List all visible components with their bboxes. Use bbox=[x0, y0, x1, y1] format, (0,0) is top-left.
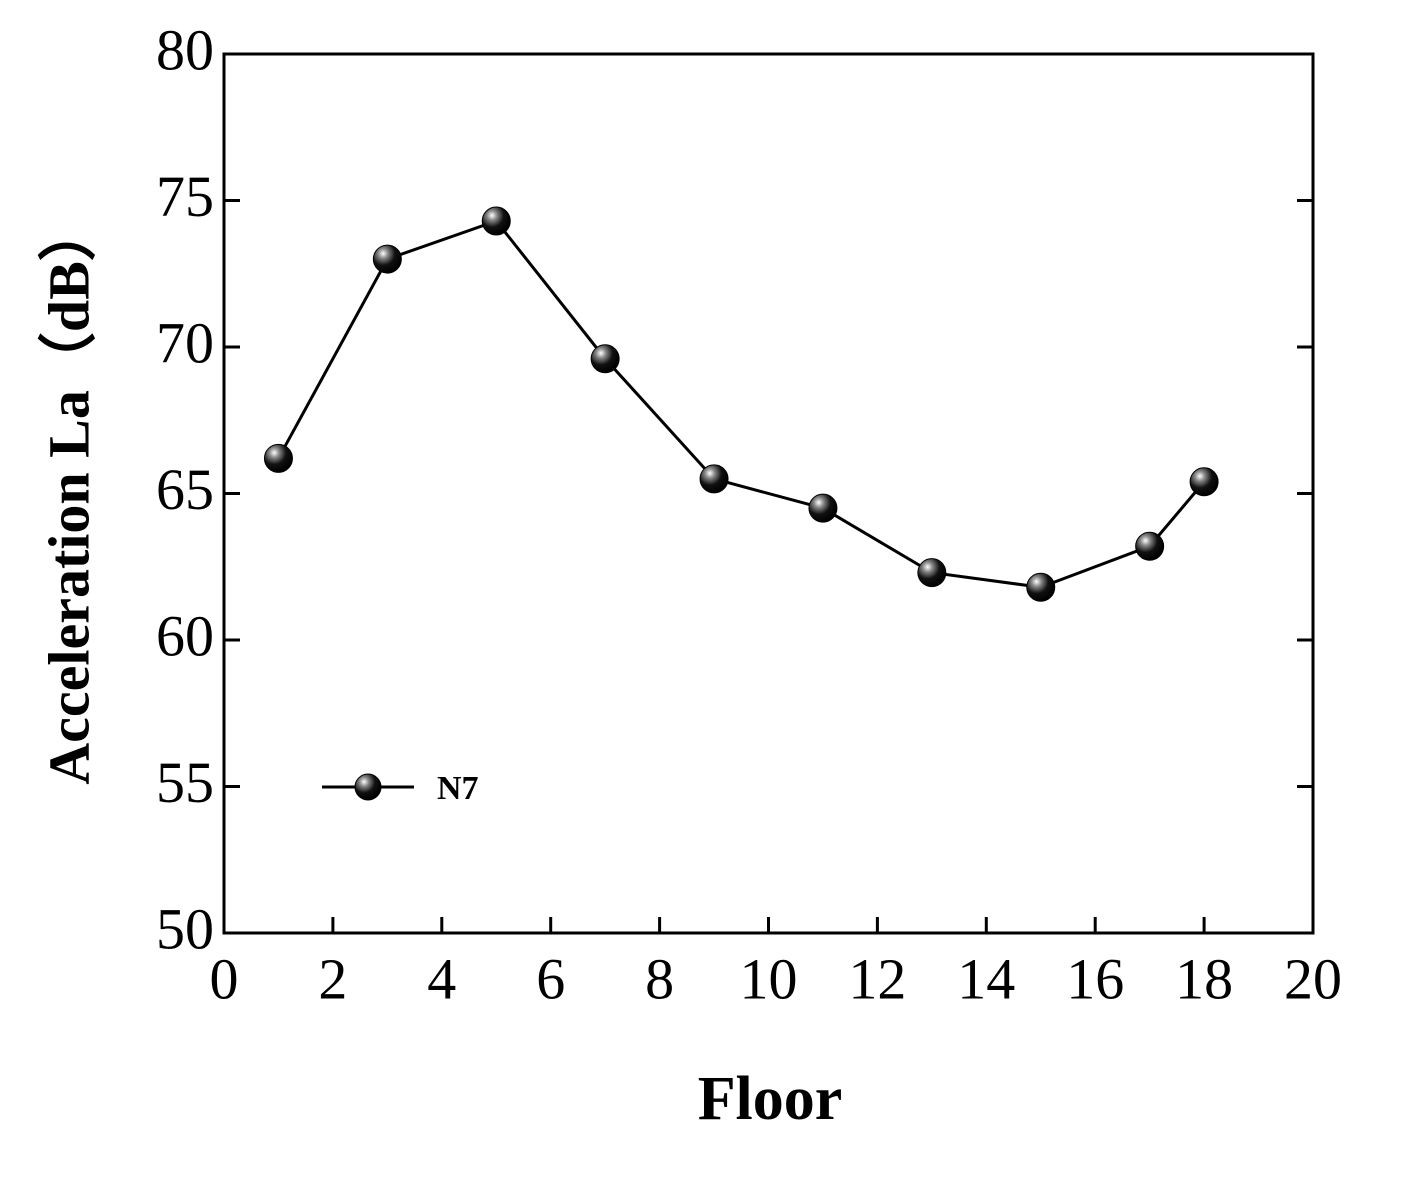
data-point bbox=[808, 493, 838, 523]
y-axis-label: Acceleration La（dB） bbox=[36, 203, 101, 785]
x-tick-label: 2 bbox=[318, 946, 347, 1011]
y-tick-label: 80 bbox=[156, 17, 214, 82]
y-tick-label: 70 bbox=[156, 310, 214, 375]
x-tick-label: 8 bbox=[645, 946, 674, 1011]
x-tick-label: 16 bbox=[1066, 946, 1124, 1011]
data-point bbox=[481, 206, 511, 236]
data-point bbox=[372, 244, 402, 274]
x-tick-label: 18 bbox=[1175, 946, 1233, 1011]
data-point bbox=[263, 443, 293, 473]
x-tick-label: 12 bbox=[848, 946, 906, 1011]
data-point bbox=[699, 464, 729, 494]
y-tick-label: 65 bbox=[156, 457, 214, 522]
data-point bbox=[590, 344, 620, 374]
data-line bbox=[277, 219, 1206, 589]
x-tick-label: 0 bbox=[210, 946, 239, 1011]
x-tick-label: 6 bbox=[536, 946, 565, 1011]
y-tick-label: 75 bbox=[156, 164, 214, 229]
x-tick-label: 14 bbox=[957, 946, 1015, 1011]
data-point bbox=[1026, 572, 1056, 602]
y-tick-label: 50 bbox=[156, 896, 214, 961]
x-axis-label: Floor bbox=[698, 1065, 843, 1133]
data-point bbox=[1135, 531, 1165, 561]
legend-marker bbox=[354, 773, 382, 801]
x-tick-label: 10 bbox=[740, 946, 798, 1011]
x-tick-label: 20 bbox=[1284, 946, 1342, 1011]
x-tick-label: 4 bbox=[427, 946, 456, 1011]
y-tick-label: 55 bbox=[156, 750, 214, 815]
data-point bbox=[1189, 467, 1219, 497]
data-point bbox=[917, 558, 947, 588]
legend-label: N7 bbox=[437, 770, 479, 807]
y-tick-label: 60 bbox=[156, 603, 214, 668]
